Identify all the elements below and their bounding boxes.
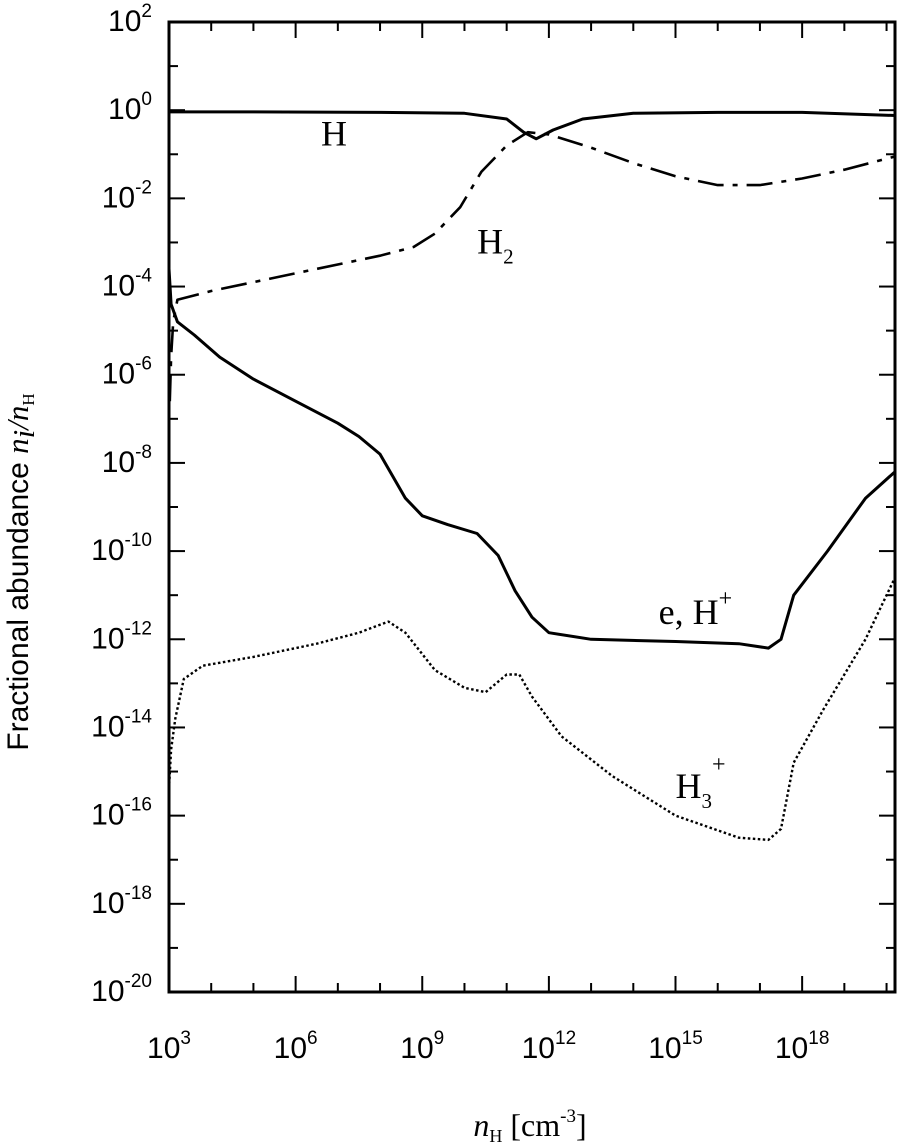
series-line-1 (168, 130, 896, 402)
y-axis-label: Fractional abundance ni/nH (0, 393, 41, 750)
annotation-H3plus: H3+ (676, 752, 726, 813)
annotation-H: H (321, 113, 347, 153)
x-axis-subscript: H (489, 1126, 502, 1145)
y-tick-label: 100 (108, 89, 152, 126)
y-tick-label: 102 (108, 1, 152, 38)
y-tick-label: 10-20 (91, 971, 152, 1008)
y-tick-labels: 102 100 10-2 10-4 10-6 10-8 10-10 10-12 10-14 10-… (91, 1, 152, 1008)
x-axis-unit-close: ] (576, 1107, 587, 1143)
series-annotations: H H2 e, H+ H3+ (321, 113, 732, 813)
y-axis-label-text: Fractional abundance (2, 454, 35, 751)
x-tick-label: 106 (274, 1028, 318, 1065)
annotation-eHplus: e, H+ (659, 586, 733, 632)
plot-frame (167, 20, 897, 994)
y-tick-label: 10-2 (102, 177, 152, 214)
axis-ticks (168, 21, 895, 993)
x-axis-unit-exp: -3 (560, 1106, 576, 1127)
y-axis-symbol-h: n (0, 406, 35, 422)
y-tick-label: 10-4 (102, 266, 153, 303)
x-axis-label: nH [cm-3] (473, 1106, 586, 1145)
x-tick-label: 1018 (775, 1028, 830, 1065)
y-axis-sub-i: i (6, 430, 41, 439)
x-tick-label: 109 (400, 1028, 444, 1065)
series-layer (167, 110, 897, 842)
annotation-H2: H2 (477, 221, 514, 268)
y-tick-label: 10-18 (91, 883, 152, 920)
y-tick-label: 10-8 (102, 442, 152, 479)
x-axis-symbol: n (473, 1107, 489, 1143)
y-tick-label: 10-14 (91, 706, 152, 743)
series-line-0 (169, 110, 896, 141)
x-axis-unit-open: [cm (510, 1107, 560, 1143)
x-tick-label: 103 (147, 1028, 191, 1065)
y-axis-sub-h: H (19, 393, 38, 405)
x-tick-label: 1015 (648, 1028, 703, 1065)
x-tick-labels: 103 106 109 1012 1015 1018 (147, 1028, 829, 1065)
y-tick-label: 10-12 (91, 618, 152, 655)
y-tick-label: 10-10 (91, 530, 152, 567)
y-tick-label: 10-6 (102, 354, 152, 391)
x-tick-label: 1012 (522, 1028, 577, 1065)
y-axis-slash: / (0, 419, 35, 432)
y-tick-label: 10-16 (91, 795, 152, 832)
series-line-2 (167, 268, 897, 650)
y-axis-symbol-i: n (0, 438, 35, 454)
